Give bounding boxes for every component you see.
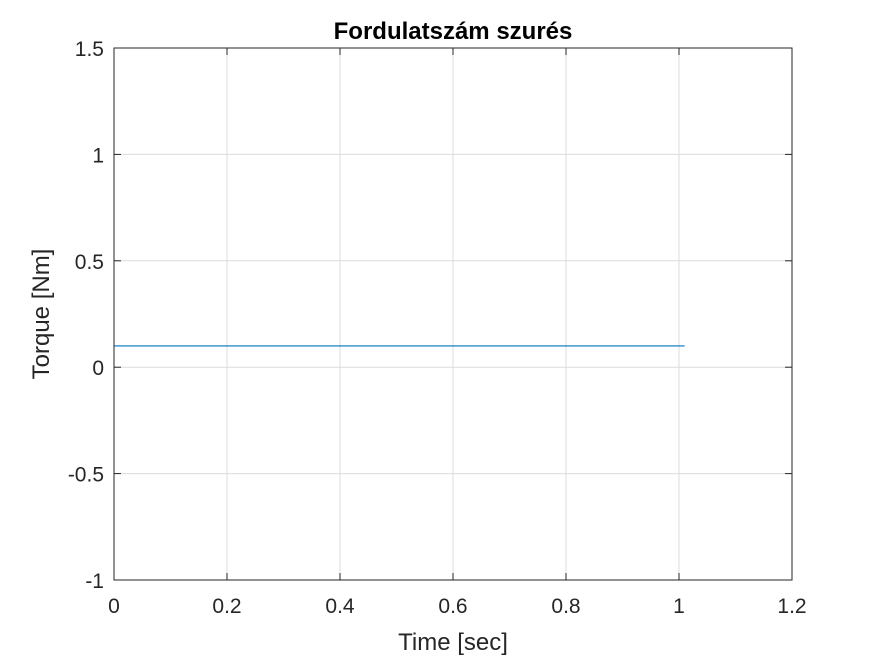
- x-tick-label: 0.6: [438, 595, 467, 618]
- x-axis-tick-labels: 0 0.2 0.4 0.6 0.8 1 1.2: [108, 595, 806, 618]
- x-tick-label: 0.8: [551, 595, 580, 618]
- x-tick-label: 1.2: [777, 595, 806, 618]
- x-axis-label: Time [sec]: [398, 629, 508, 656]
- y-tick-label: -0.5: [68, 464, 104, 487]
- y-tick-label: 1.5: [75, 38, 104, 61]
- x-tick-label: 1: [673, 595, 685, 618]
- x-axis-ticks: [113, 48, 793, 580]
- chart-title: Fordulatszám szurés: [334, 18, 573, 45]
- y-tick-label: -1: [85, 570, 104, 593]
- y-tick-label: 1: [92, 144, 104, 167]
- y-axis-tick-labels: -1 -0.5 0 0.5 1 1.5: [68, 38, 104, 593]
- y-axis-label: Torque [Nm]: [28, 249, 55, 380]
- x-tick-label: 0: [108, 595, 120, 618]
- y-axis-ticks: [114, 47, 792, 581]
- y-tick-label: 0: [92, 357, 104, 380]
- x-tick-label: 0.2: [212, 595, 241, 618]
- y-tick-label: 0.5: [75, 251, 104, 274]
- x-tick-label: 0.4: [325, 595, 355, 618]
